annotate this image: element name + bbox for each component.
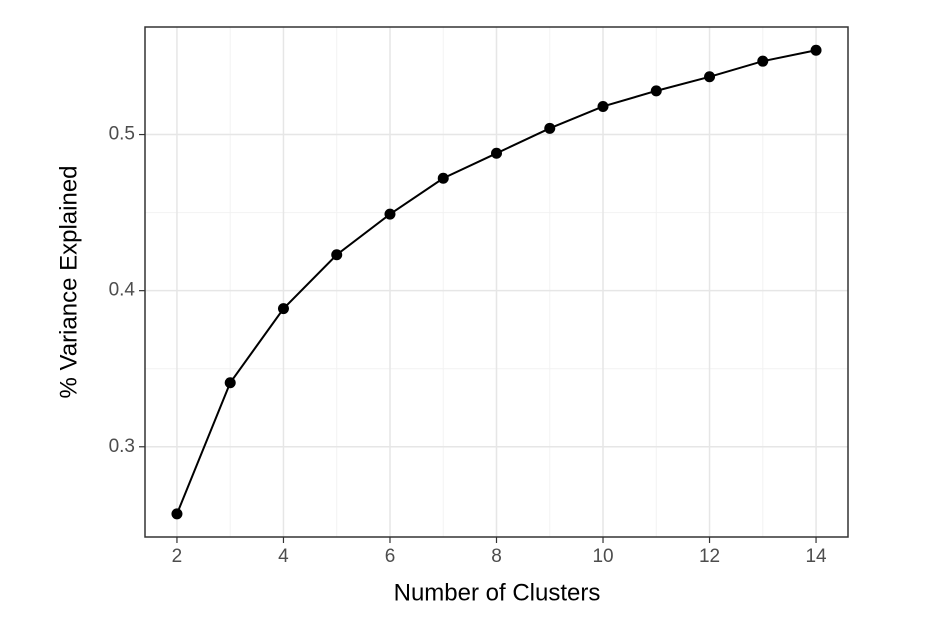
point: [597, 100, 609, 112]
point: [384, 208, 396, 220]
x-tick-label: 10: [592, 546, 613, 567]
y-tick-label: 0.4: [109, 280, 136, 301]
y-axis-title: % Variance Explained: [55, 165, 82, 398]
y-tick-label: 0.5: [109, 124, 135, 145]
y-tick-label: 0.3: [109, 436, 135, 457]
x-axis-title: Number of Clusters: [394, 579, 601, 606]
point: [331, 249, 343, 261]
x-tick-label: 4: [278, 546, 289, 567]
point: [757, 55, 769, 67]
x-tick-label: 12: [699, 546, 720, 567]
point: [491, 147, 502, 159]
point: [437, 172, 449, 184]
x-tick-label: 6: [385, 546, 396, 567]
x-tick-label: 8: [491, 546, 502, 567]
point: [224, 377, 236, 389]
point: [544, 122, 556, 134]
x-tick-label: 14: [805, 546, 827, 567]
point: [277, 303, 289, 315]
point: [650, 85, 662, 97]
point: [810, 44, 822, 56]
x-tick-label: 2: [172, 546, 183, 567]
point: [704, 71, 716, 83]
point: [171, 508, 183, 520]
plot-border: [144, 26, 849, 538]
